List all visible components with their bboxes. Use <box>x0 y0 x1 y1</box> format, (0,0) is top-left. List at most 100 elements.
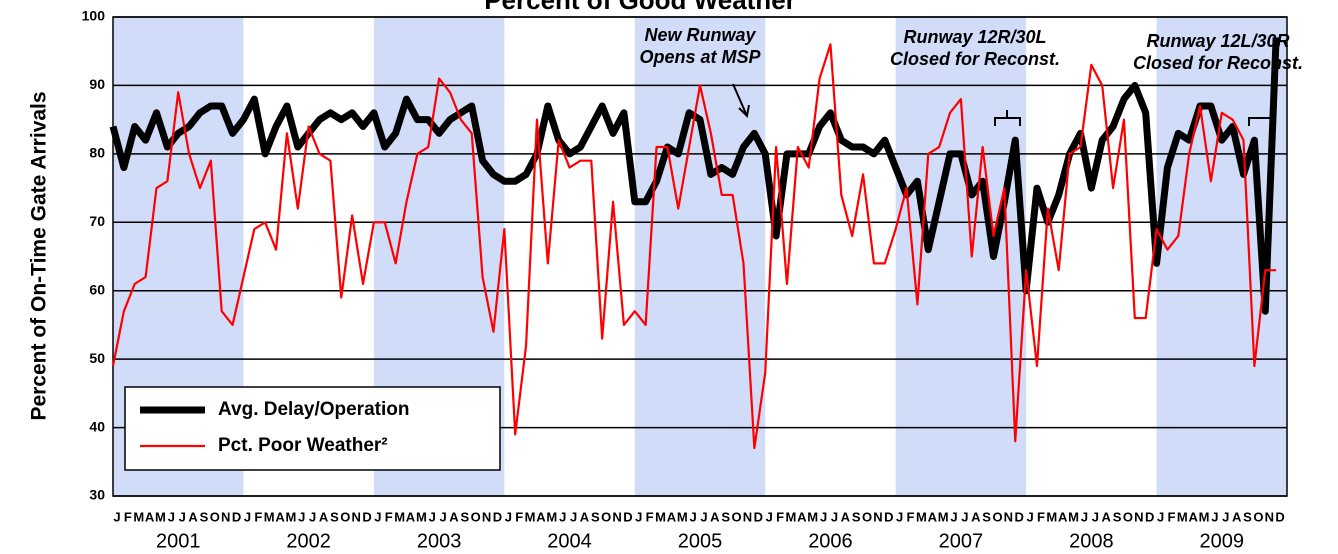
x-tick-label: A <box>1188 509 1198 524</box>
x-tick-label: J <box>374 509 381 524</box>
year-label: 2009 <box>1200 530 1245 552</box>
x-tick-label: D <box>1145 509 1154 524</box>
x-tick-label: N <box>351 509 360 524</box>
x-tick-label: M <box>786 509 797 524</box>
annotation: New Runway <box>644 25 756 45</box>
series-line <box>111 43 1277 450</box>
x-tick-label: O <box>340 509 350 524</box>
x-tick-label: N <box>221 509 230 524</box>
x-tick-label: J <box>700 509 707 524</box>
annotation: Closed for Reconst. <box>890 49 1060 69</box>
x-tick-label: A <box>710 509 720 524</box>
x-tick-label: M <box>416 509 427 524</box>
x-tick-label: J <box>635 509 642 524</box>
x-tick-label: N <box>873 509 882 524</box>
x-tick-label: S <box>721 509 730 524</box>
legend-box <box>124 386 501 471</box>
x-tick-label: M <box>546 509 557 524</box>
x-tick-label: D <box>493 509 502 524</box>
x-tick-label: A <box>188 509 198 524</box>
year-label: 2001 <box>156 530 201 552</box>
x-tick-label: F <box>124 509 132 524</box>
y-tick-label: 30 <box>89 487 105 503</box>
annotation: Closed for Reconst. <box>1133 53 1303 73</box>
x-tick-label: J <box>1081 509 1088 524</box>
x-tick-label: J <box>690 509 697 524</box>
annotation-bracket <box>994 110 1021 126</box>
x-tick-label: O <box>992 509 1002 524</box>
x-tick-label: A <box>928 509 938 524</box>
x-tick-label: M <box>155 509 166 524</box>
x-tick-label: O <box>862 509 872 524</box>
x-tick-label: J <box>505 509 512 524</box>
x-tick-label: J <box>113 509 120 524</box>
x-tick-label: A <box>580 509 590 524</box>
x-tick-label: A <box>1232 509 1242 524</box>
x-tick-label: M <box>1046 509 1057 524</box>
y-tick-label: 100 <box>82 8 106 24</box>
year-label: 2004 <box>547 530 592 552</box>
y-axis-label: Percent of On-Time Gate Arrivals <box>28 91 51 420</box>
x-tick-label: J <box>1222 509 1229 524</box>
x-tick-label: S <box>461 509 470 524</box>
y-tick-label: 70 <box>89 213 105 229</box>
chart-title: Percent of Good Weather <box>484 0 796 15</box>
year-label: 2006 <box>808 530 853 552</box>
x-tick-label: A <box>1102 509 1112 524</box>
x-tick-label: N <box>1265 509 1274 524</box>
x-tick-label: M <box>525 509 536 524</box>
year-label: 2005 <box>678 530 723 552</box>
x-tick-label: A <box>319 509 329 524</box>
x-tick-label: J <box>298 509 305 524</box>
x-tick-label: F <box>515 509 523 524</box>
x-tick-label: N <box>482 509 491 524</box>
x-tick-label: D <box>362 509 371 524</box>
x-tick-label: O <box>601 509 611 524</box>
x-tick-label: J <box>439 509 446 524</box>
year-label: 2008 <box>1069 530 1114 552</box>
x-tick-label: J <box>1026 509 1033 524</box>
x-tick-label: A <box>667 509 677 524</box>
x-tick-label: S <box>1113 509 1122 524</box>
x-tick-label: J <box>950 509 957 524</box>
x-tick-label: O <box>1253 509 1263 524</box>
x-tick-label: J <box>1157 509 1164 524</box>
x-tick-label: D <box>754 509 763 524</box>
x-tick-label: A <box>406 509 416 524</box>
x-tick-label: S <box>982 509 991 524</box>
x-tick-label: M <box>286 509 297 524</box>
x-tick-label: S <box>1243 509 1252 524</box>
x-tick-label: F <box>907 509 915 524</box>
x-tick-label: O <box>471 509 481 524</box>
y-tick-label: 50 <box>89 350 105 366</box>
x-tick-label: A <box>145 509 155 524</box>
x-tick-label: D <box>232 509 241 524</box>
x-tick-label: F <box>776 509 784 524</box>
x-tick-label: O <box>210 509 220 524</box>
x-tick-label: J <box>309 509 316 524</box>
x-tick-label: M <box>1068 509 1079 524</box>
x-tick-label: D <box>623 509 632 524</box>
x-tick-label: J <box>961 509 968 524</box>
x-tick-label: J <box>570 509 577 524</box>
x-tick-label: J <box>820 509 827 524</box>
annotation-bracket <box>1248 117 1274 126</box>
x-tick-label: M <box>655 509 666 524</box>
x-tick-label: M <box>1177 509 1188 524</box>
x-tick-label: A <box>797 509 807 524</box>
x-tick-label: S <box>591 509 600 524</box>
x-tick-label: M <box>807 509 818 524</box>
x-tick-label: J <box>831 509 838 524</box>
x-tick-label: M <box>916 509 927 524</box>
x-tick-label: S <box>200 509 209 524</box>
annotation: Runway 12L/30R <box>1146 31 1289 51</box>
annotation: Runway 12R/30L <box>903 27 1046 47</box>
legend-label: Avg. Delay/Operation <box>218 399 409 420</box>
x-tick-label: F <box>254 509 262 524</box>
y-tick-label: 60 <box>89 281 105 297</box>
x-tick-label: N <box>1134 509 1143 524</box>
x-tick-label: A <box>841 509 851 524</box>
x-tick-label: J <box>244 509 251 524</box>
year-label: 2003 <box>417 530 462 552</box>
